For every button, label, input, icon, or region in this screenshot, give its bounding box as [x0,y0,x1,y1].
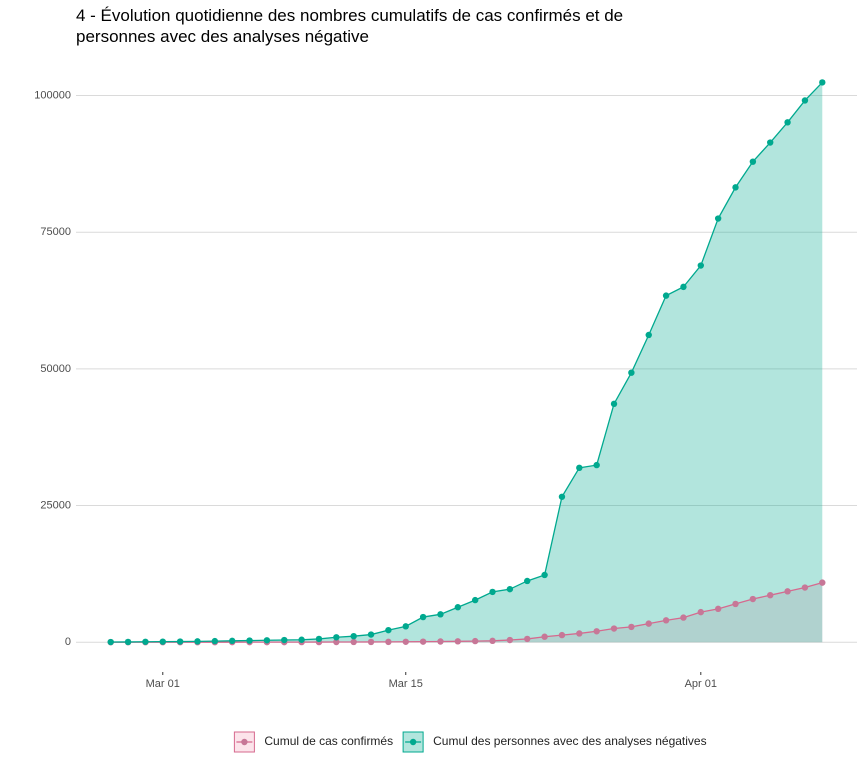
point [506,636,514,644]
y-tick-label: 0 [65,636,71,648]
chart-title: 4 - Évolution quotidienne des nombres cu… [76,6,623,25]
point [801,584,809,591]
y-tick-label: 50000 [40,363,71,375]
point [454,604,462,611]
point [628,623,635,631]
point [437,638,444,645]
x-tick-label: Mar 15 [389,678,423,690]
point [506,585,514,593]
point [419,613,427,621]
y-tick-label: 75000 [40,226,71,238]
area [110,582,823,643]
point [385,638,392,646]
point [471,596,479,604]
point [419,638,427,645]
point [402,638,409,645]
point [784,588,791,595]
point [124,638,132,646]
point [767,591,774,599]
point [402,623,409,630]
point [281,636,288,644]
point [489,588,496,596]
point [610,625,618,632]
point [298,636,305,643]
legend-label: Cumul de cas confirmés [264,734,393,748]
point [333,638,340,646]
point [263,637,271,644]
point [333,634,340,641]
point [645,331,652,339]
point [749,595,757,603]
point [593,461,600,469]
point [367,638,375,646]
point [714,215,722,222]
point [541,633,548,640]
point [680,614,687,621]
point [159,638,166,645]
point [714,605,722,613]
x-tick-label: Mar 01 [146,678,180,690]
point [524,577,531,585]
point [194,638,201,645]
point [489,637,496,645]
y-tick-label: 100000 [34,89,71,101]
point [662,617,670,624]
point [628,369,635,376]
point [697,608,704,616]
point [385,626,392,634]
point [697,262,704,269]
point [558,631,566,639]
point [593,628,600,635]
y-tick-label: 25000 [40,499,71,511]
point [437,611,444,618]
legend-key-point [241,738,248,746]
point [749,158,757,165]
point [471,637,479,645]
point [558,493,566,500]
point [576,630,583,637]
legend-key-point [409,738,417,746]
point [819,579,826,586]
point [732,600,739,608]
point [680,283,687,291]
point [229,637,236,645]
chart-title: personnes avec des analyses négative [76,27,369,46]
legend: Cumul de cas confirmés Cumul des personne… [233,731,707,753]
legend-label: Cumul des personnes avec des analyses né… [433,734,707,748]
point [784,119,791,126]
point [645,620,652,627]
point [541,571,548,579]
point [315,635,323,643]
point [767,139,774,146]
point [211,637,219,645]
x-tick-label: Apr 01 [685,678,717,690]
point [176,638,184,645]
point [801,97,809,104]
point [107,638,114,646]
point [819,79,826,86]
point [350,638,357,646]
area [110,82,823,643]
point [350,632,357,640]
point [610,400,618,408]
point [576,464,583,472]
point [524,635,531,643]
point [367,631,375,638]
point [454,638,462,645]
point [246,637,253,644]
point [732,184,739,191]
point [142,638,149,645]
point [662,292,670,299]
